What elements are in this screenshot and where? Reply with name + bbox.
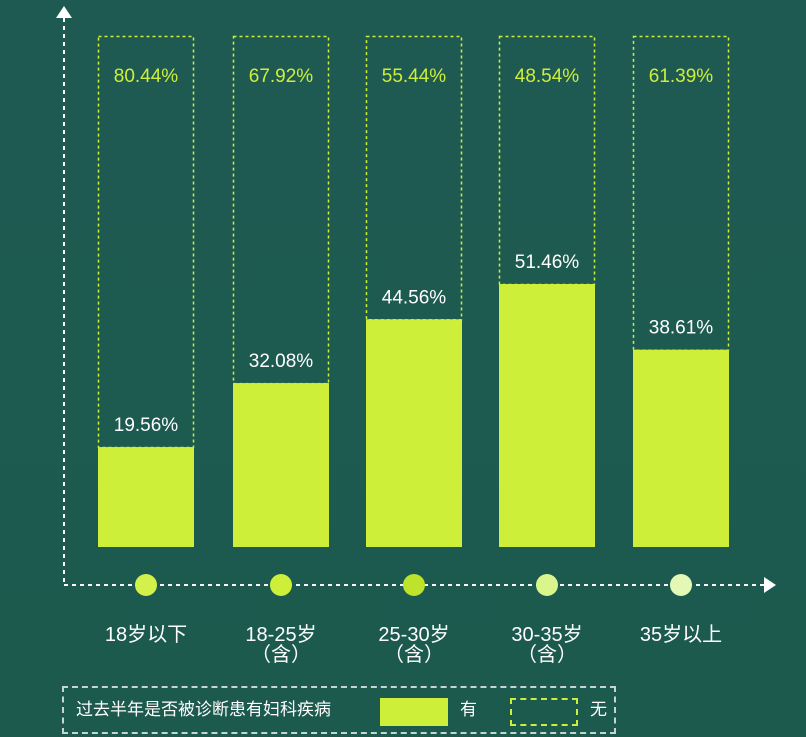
category-label-2-0: 25-30岁 bbox=[378, 623, 449, 646]
data-label-yes-3: 51.46% bbox=[515, 252, 580, 273]
category-label-3-0: 30-35岁 bbox=[511, 623, 582, 646]
category-label-0-0: 18岁以下 bbox=[105, 623, 187, 646]
bars-layer bbox=[97, 35, 730, 547]
data-label-no-0: 80.44% bbox=[114, 66, 179, 87]
data-label-no-1: 67.92% bbox=[249, 66, 314, 87]
category-label-1-1: （含） bbox=[251, 643, 311, 666]
bar-yes-4 bbox=[633, 349, 729, 547]
category-label-2-1: （含） bbox=[384, 643, 444, 666]
bar-yes-3 bbox=[499, 284, 595, 547]
data-label-no-2: 55.44% bbox=[382, 66, 447, 87]
markers-layer bbox=[135, 574, 692, 596]
bar-no-1 bbox=[232, 35, 330, 385]
y-axis-arrow bbox=[56, 6, 72, 18]
bar-no-2 bbox=[365, 35, 463, 321]
category-label-4-0: 35岁以上 bbox=[640, 623, 722, 646]
x-marker-4 bbox=[670, 574, 692, 596]
data-label-yes-0: 19.56% bbox=[114, 415, 179, 436]
data-label-yes-2: 44.56% bbox=[382, 287, 447, 308]
bar-yes-1 bbox=[233, 383, 329, 547]
category-label-1-0: 18-25岁 bbox=[245, 623, 316, 646]
bar-yes-2 bbox=[366, 319, 462, 547]
legend-label-no: 无 bbox=[590, 700, 607, 720]
category-label-3-1: （含） bbox=[517, 643, 577, 666]
data-label-no-4: 61.39% bbox=[649, 66, 714, 87]
labels-layer: 80.44% 19.56% 67.92% 32.08% 55.44% 44.56% 48.5… bbox=[114, 66, 714, 436]
x-marker-0 bbox=[135, 574, 157, 596]
categories-layer: 18岁以下 18-25岁（含）25-30岁（含）30-35岁（含）35岁以上 bbox=[105, 623, 722, 666]
legend-label-yes: 有 bbox=[460, 700, 477, 720]
data-label-yes-4: 38.61% bbox=[649, 318, 714, 339]
x-axis-arrow bbox=[764, 577, 776, 593]
legend-swatch-yes bbox=[380, 698, 448, 726]
x-marker-2 bbox=[403, 574, 425, 596]
x-marker-1 bbox=[270, 574, 292, 596]
data-label-yes-1: 32.08% bbox=[249, 351, 314, 372]
legend-swatch-no bbox=[510, 698, 578, 726]
legend-title: 过去半年是否被诊断患有妇科疾病 bbox=[76, 700, 331, 720]
bar-no-0 bbox=[97, 35, 195, 449]
data-label-no-3: 48.54% bbox=[515, 66, 580, 87]
x-marker-3 bbox=[536, 574, 558, 596]
legend: 过去半年是否被诊断患有妇科疾病 有 无 bbox=[62, 686, 616, 734]
bar-yes-0 bbox=[98, 447, 194, 547]
